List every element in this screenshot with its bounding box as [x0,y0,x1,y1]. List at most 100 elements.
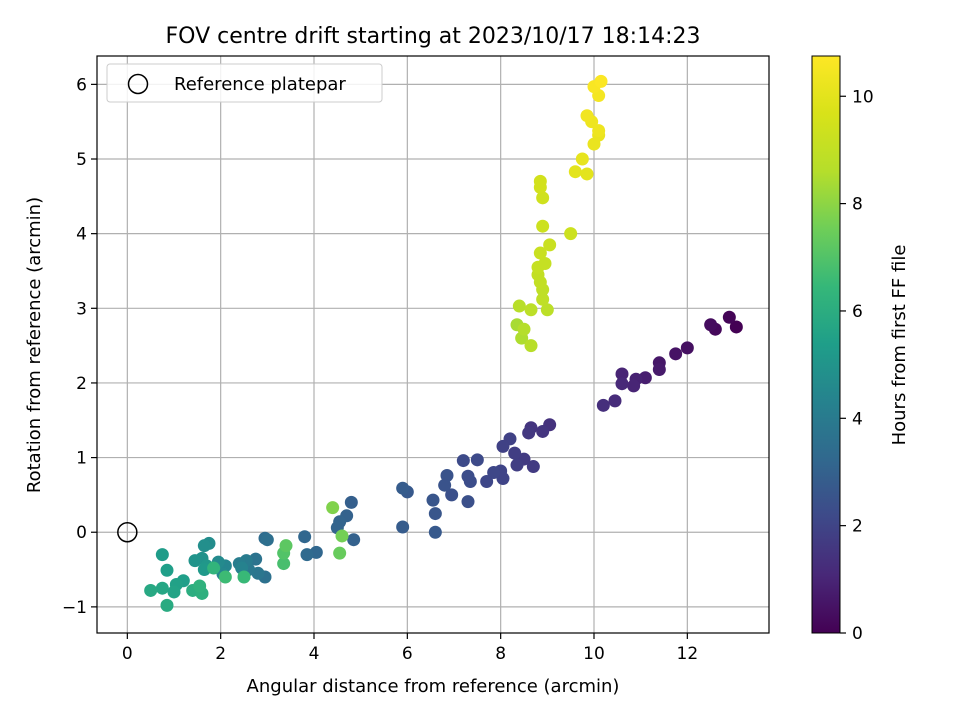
data-point [508,446,522,460]
y-axis-label: Rotation from reference (arcmin) [24,197,45,493]
colorbar-ticks: 0 2 4 6 8 10 [840,87,874,644]
y-tick-label: 1 [76,449,87,469]
x-tick-label: 12 [677,644,699,664]
colorbar-tick-label: 2 [852,517,863,537]
x-tick-label: 4 [309,644,320,664]
data-point [680,341,694,355]
data-point [615,377,629,391]
data-point [279,539,293,553]
legend-marker-icon [127,73,149,95]
data-point [729,320,743,334]
data-point [155,581,169,595]
data-point [260,533,274,547]
y-tick-label: 5 [76,150,87,170]
data-point [510,458,524,472]
data-point [533,174,547,188]
data-point [445,488,459,502]
data-point [344,495,358,509]
data-point [396,520,410,534]
data-point [188,554,202,568]
data-point [596,398,610,412]
data-point [333,546,347,560]
data-point [160,563,174,577]
data-point [536,292,550,306]
data-point [536,191,550,205]
colorbar-label: Hours from first FF file [889,245,910,446]
data-point [568,165,582,179]
data-point [533,246,547,260]
data-point [538,257,552,271]
data-point [575,152,589,166]
data-point [669,347,683,361]
data-point [237,570,251,584]
reference-platepar-marker [117,521,138,543]
y-tick-label: 3 [76,299,87,319]
colorbar-tick-label: 4 [852,409,863,429]
data-point [496,471,510,485]
x-tick-label: 10 [583,644,605,664]
data-point [461,469,475,483]
data-point [496,439,510,453]
data-point [335,529,349,543]
data-point [298,530,312,544]
y-tick-label: 2 [76,374,87,394]
data-point [440,469,454,483]
data-point [543,238,557,252]
data-point [722,310,736,324]
legend: Reference platepar [106,63,383,103]
data-point [524,303,538,317]
colorbar-gradient [811,55,841,634]
data-point [524,339,538,353]
colorbar-tick-label: 10 [852,87,874,107]
y-tick-label: 6 [76,75,87,95]
data-point [277,557,291,571]
data-point [564,227,578,241]
colorbar: 0 2 4 6 8 10 Hours from first FF file [811,55,910,644]
data-point [197,539,211,553]
data-point [155,548,169,562]
data-points [144,74,743,612]
data-point [144,583,158,597]
colorbar-tick-label: 8 [852,195,863,215]
data-point [456,454,470,468]
data-point [580,109,594,123]
data-point [592,124,606,138]
x-tick-label: 2 [215,644,226,664]
data-point [536,219,550,233]
y-tick-label: 4 [76,225,87,245]
grid-lines [97,56,769,633]
data-point [326,501,340,515]
data-point [207,561,221,575]
data-point [540,303,554,317]
data-point [615,367,629,381]
data-point [594,74,608,88]
colorbar-tick-label: 0 [852,624,863,644]
colorbar-tick-label: 6 [852,302,863,322]
data-point [704,318,718,332]
data-point [167,585,181,599]
data-point [461,495,475,509]
y-tick-label: 0 [76,523,87,543]
data-point [480,474,494,488]
x-axis-label: Angular distance from reference (arcmin) [247,676,620,697]
y-tick-label: −1 [62,598,87,618]
y-axis-ticks: −1 0 1 2 3 4 5 6 [62,75,97,618]
x-tick-label: 6 [402,644,413,664]
data-point [428,525,442,539]
data-point [522,426,536,440]
data-point [652,363,666,377]
data-point [300,548,314,562]
data-point [487,466,501,480]
plot-frame [96,55,770,634]
data-point [426,493,440,507]
data-point [627,379,641,393]
x-tick-label: 8 [495,644,506,664]
chart-title: FOV centre drift starting at 2023/10/17 … [166,24,701,49]
x-tick-label: 0 [122,644,133,664]
data-point [160,598,174,612]
x-axis-ticks: 0 2 4 6 8 10 12 [122,633,698,664]
data-point [608,394,622,408]
data-point [347,533,361,547]
data-point [428,507,442,521]
